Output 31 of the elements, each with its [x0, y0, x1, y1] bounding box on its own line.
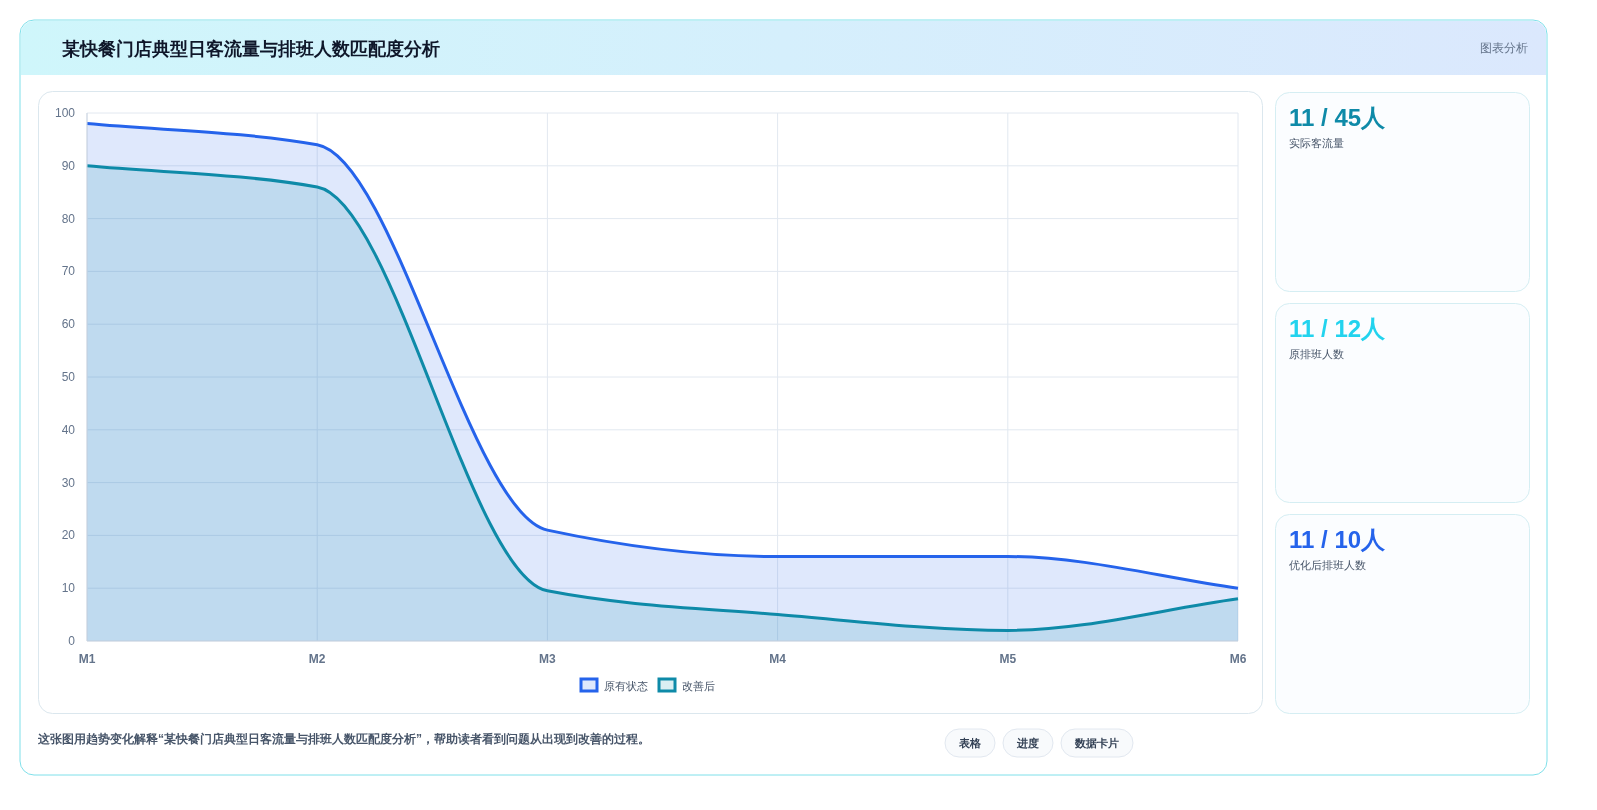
y-tick-label: 90: [61, 158, 76, 173]
text: 进度: [1016, 737, 1039, 749]
y-tick-label: 0: [68, 634, 76, 648]
text: 11 / 10人: [1289, 526, 1387, 553]
y-tick-label: 30: [61, 475, 76, 490]
text: 优化后排班人数: [1289, 559, 1366, 571]
y-tick-label: 80: [61, 211, 76, 226]
y-tick-label: 60: [61, 317, 76, 332]
text: 11 / 12人: [1289, 315, 1387, 342]
y-tick-label: 10: [61, 581, 76, 596]
legend-label: 改善后: [682, 680, 715, 692]
text: 图表分析: [1480, 41, 1528, 55]
y-tick-label: 50: [61, 370, 76, 384]
x-tick-label: M1: [78, 652, 96, 666]
text: 这张图用趋势变化解释“某快餐门店典型日客流量与排班人数匹配度分析”，帮助读者看到问题从出现到改善的过程。: [37, 732, 650, 746]
x-tick-label: M3: [539, 652, 557, 666]
legend-label: 原有状态: [604, 680, 648, 692]
x-tick-label: M4: [769, 652, 787, 666]
y-tick-label: 40: [61, 422, 76, 437]
text: 数据卡片: [1074, 737, 1119, 749]
y-tick-label: 70: [61, 264, 76, 279]
text: 实际客流量: [1289, 137, 1344, 149]
x-tick-label: M2: [308, 652, 326, 666]
x-tick-label: M6: [1229, 652, 1247, 666]
chart-title: 某快餐门店典型日客流量与排班人数匹配度分析: [61, 39, 440, 59]
text: 原排班人数: [1289, 348, 1344, 360]
y-tick-label: 20: [61, 528, 76, 543]
text: 表格: [958, 737, 982, 749]
y-tick-label: 100: [54, 106, 76, 120]
x-tick-label: M5: [999, 652, 1017, 666]
text: 11 / 45人: [1289, 104, 1387, 131]
